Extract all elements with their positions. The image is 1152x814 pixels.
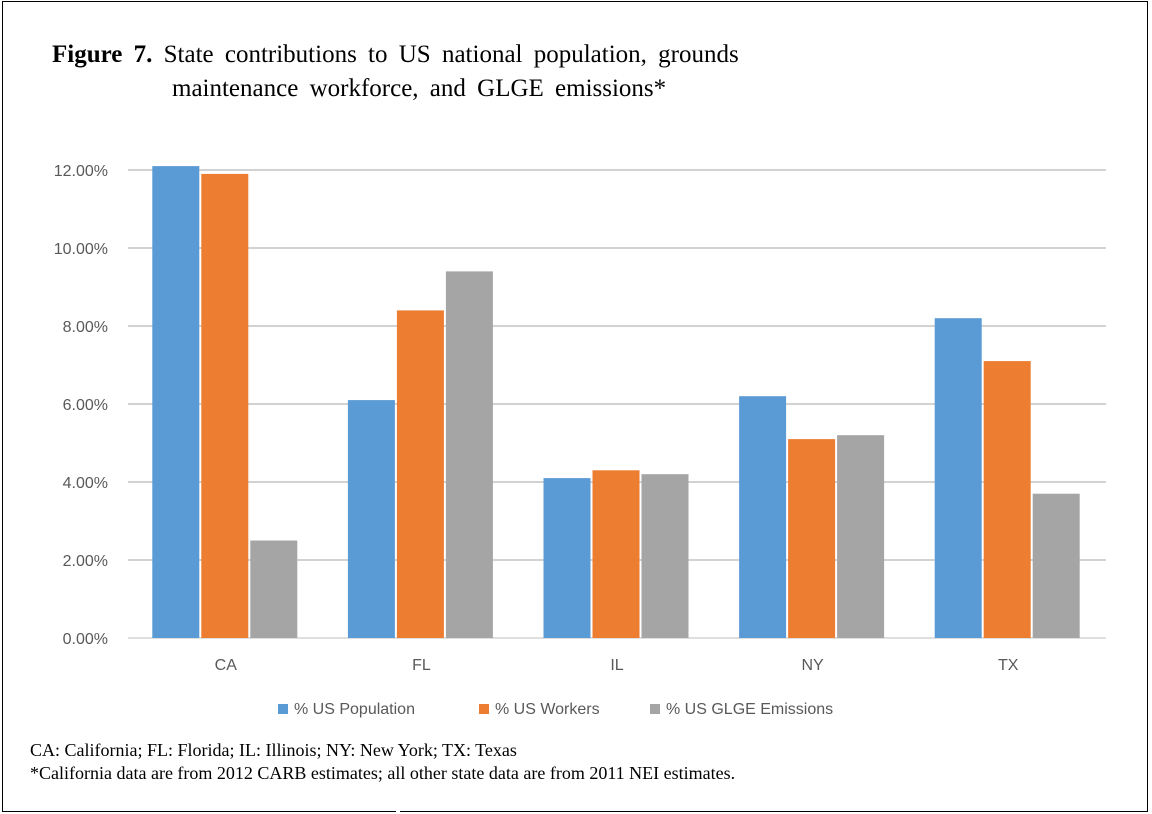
caption-footnote: *California data are from 2012 CARB esti… xyxy=(30,763,736,783)
y-tick-label: 4.00% xyxy=(63,475,108,492)
bar xyxy=(445,271,493,638)
bar xyxy=(641,474,689,638)
bar xyxy=(1032,493,1080,638)
y-tick-label: 10.00% xyxy=(54,241,108,258)
x-tick-label: TX xyxy=(998,657,1019,674)
legend-swatch xyxy=(479,704,489,714)
legend-label: % US Population xyxy=(294,701,415,718)
bar xyxy=(983,361,1031,638)
legend-swatch xyxy=(278,704,288,714)
bar xyxy=(592,470,640,638)
figure-label: Figure 7. xyxy=(52,41,153,68)
x-tick-label: FL xyxy=(412,657,431,674)
bar xyxy=(543,478,591,638)
bar xyxy=(347,400,395,638)
x-tick-label: NY xyxy=(801,657,824,674)
figure-title-line2: maintenance workforce, and GLGE emission… xyxy=(172,75,667,102)
y-tick-label: 8.00% xyxy=(63,319,108,336)
bar xyxy=(934,318,982,638)
legend-label: % US GLGE Emissions xyxy=(666,701,833,718)
y-tick-label: 2.00% xyxy=(63,553,108,570)
bar xyxy=(837,435,885,638)
frame-bottom-edge xyxy=(400,811,1148,812)
y-tick-label: 12.00% xyxy=(54,163,108,180)
legend-swatch xyxy=(650,704,660,714)
caption-abbreviations: CA: California; FL: Florida; IL: Illinoi… xyxy=(30,740,517,760)
bar xyxy=(396,310,444,638)
bar xyxy=(250,540,298,638)
bar xyxy=(739,396,787,638)
bar xyxy=(152,166,200,638)
bar xyxy=(201,173,249,638)
figure-title: Figure 7. State contributions to US nati… xyxy=(52,38,1052,106)
legend-label: % US Workers xyxy=(495,701,600,718)
figure-caption: CA: California; FL: Florida; IL: Illinoi… xyxy=(30,740,735,784)
bar xyxy=(788,439,836,638)
y-tick-label: 0.00% xyxy=(63,631,108,648)
x-tick-label: CA xyxy=(215,657,238,674)
x-tick-label: IL xyxy=(610,657,623,674)
frame-bottom-edge xyxy=(2,811,396,812)
y-tick-label: 6.00% xyxy=(63,397,108,414)
figure-title-line1: State contributions to US national popul… xyxy=(163,41,739,68)
